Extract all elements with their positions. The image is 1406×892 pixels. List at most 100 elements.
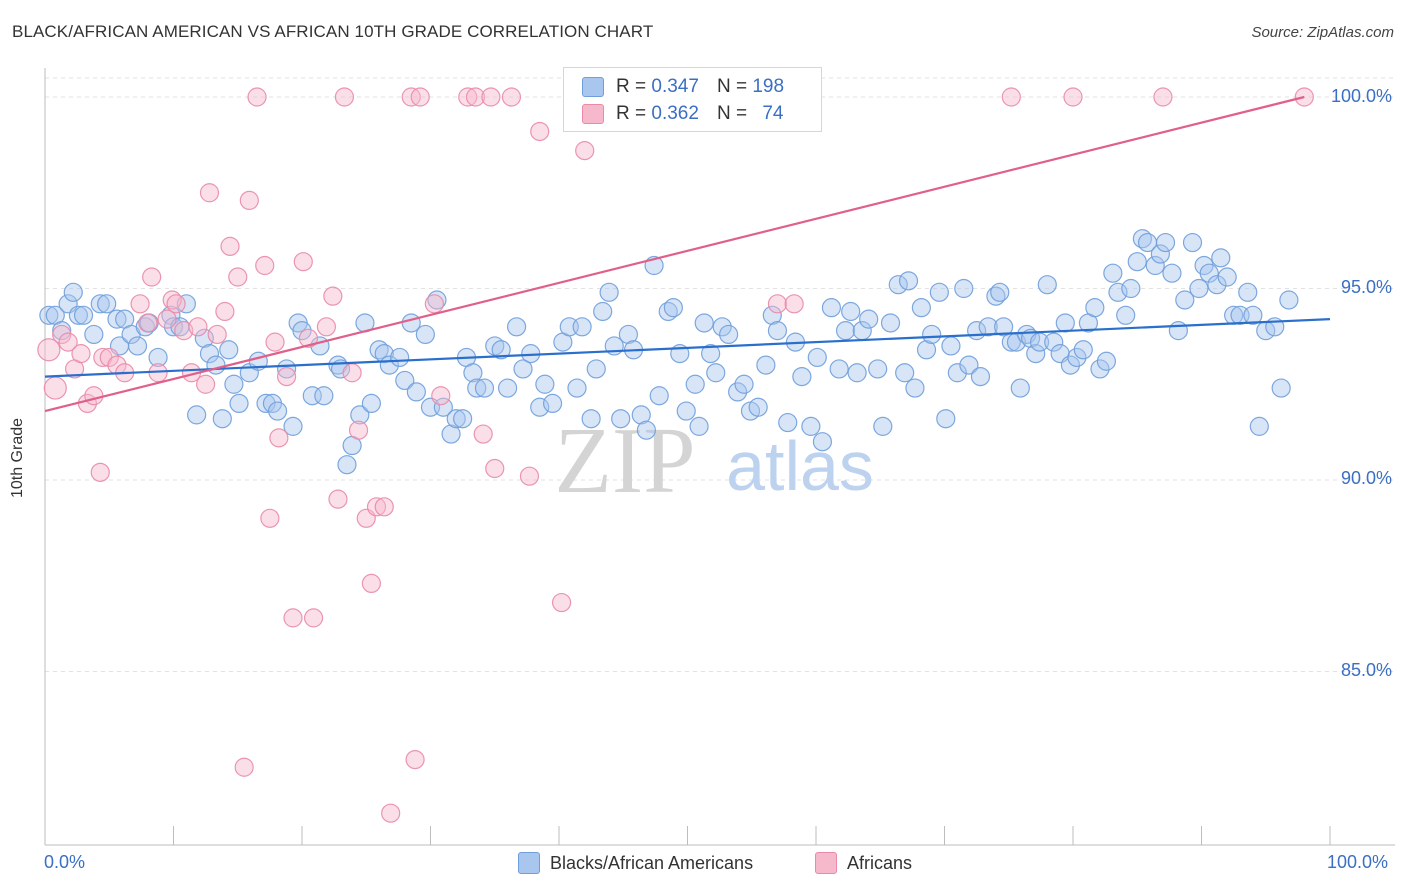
- data-point: [303, 608, 324, 628]
- legend-n-value: 198: [752, 76, 785, 97]
- data-point: [395, 370, 415, 391]
- data-point: [970, 366, 991, 387]
- data-point: [220, 236, 240, 256]
- data-point: [762, 305, 782, 325]
- data-point: [239, 190, 259, 211]
- data-point: [316, 317, 337, 337]
- data-point: [551, 592, 572, 613]
- data-point: [187, 405, 207, 425]
- data-point: [916, 340, 937, 360]
- data-point: [1162, 263, 1182, 283]
- data-point: [1127, 252, 1147, 272]
- data-point: [431, 386, 451, 406]
- data-point: [52, 324, 72, 345]
- series-blacks-points: [39, 229, 1299, 475]
- data-point: [283, 608, 303, 628]
- data-point: [337, 455, 357, 475]
- data-point: [947, 363, 967, 383]
- x-tick-label-min: 0.0%: [44, 852, 86, 872]
- data-point: [859, 309, 879, 329]
- data-point: [453, 409, 473, 429]
- source-label: Source: ZipAtlas.com: [1251, 24, 1394, 41]
- data-point: [1153, 87, 1173, 107]
- data-point: [84, 386, 104, 406]
- data-point: [58, 332, 78, 352]
- data-point: [255, 255, 275, 276]
- data-point: [941, 336, 961, 356]
- data-point: [599, 282, 619, 302]
- data-point: [73, 305, 94, 325]
- data-point: [323, 286, 343, 306]
- data-point: [1010, 378, 1030, 398]
- data-point: [911, 298, 931, 318]
- legend-n-label: N =: [716, 103, 748, 124]
- data-point: [174, 321, 194, 341]
- data-point: [1026, 344, 1046, 364]
- data-point: [474, 378, 495, 398]
- data-point: [530, 397, 550, 417]
- data-point: [535, 374, 555, 394]
- data-point: [978, 317, 998, 337]
- data-point: [406, 382, 426, 402]
- data-point: [84, 324, 104, 345]
- data-point: [260, 508, 280, 528]
- data-point: [212, 409, 232, 429]
- data-point: [1055, 313, 1075, 333]
- data-point: [593, 301, 613, 322]
- legend-item-africans: Africans: [815, 852, 912, 874]
- data-point: [292, 321, 312, 341]
- data-point: [298, 328, 319, 348]
- data-point: [1207, 275, 1227, 295]
- data-point: [458, 87, 478, 107]
- legend-r-label: R =: [616, 103, 647, 124]
- watermark: ZIP atlas: [555, 409, 874, 513]
- data-point: [734, 374, 754, 394]
- data-point: [575, 141, 595, 161]
- data-point: [821, 298, 842, 318]
- data-point: [39, 305, 59, 325]
- data-point: [265, 332, 285, 352]
- legend-label-africans: Africans: [847, 852, 913, 873]
- data-point: [685, 374, 705, 394]
- data-point: [1168, 321, 1188, 341]
- data-point: [276, 359, 297, 379]
- data-point: [228, 267, 248, 287]
- data-point: [986, 286, 1006, 306]
- data-point: [424, 294, 444, 314]
- data-point: [1249, 416, 1269, 436]
- data-point: [142, 267, 162, 287]
- legend-row-blacks: R = 0.347 N = 198: [582, 75, 784, 99]
- data-point: [936, 409, 956, 429]
- data-point: [676, 401, 696, 421]
- data-point: [348, 420, 369, 440]
- data-point: [506, 317, 527, 337]
- legend-r-value: 0.347: [651, 76, 699, 97]
- data-point: [767, 321, 788, 341]
- data-point: [1060, 355, 1081, 375]
- data-point: [361, 573, 381, 594]
- data-point: [801, 416, 821, 436]
- data-point: [701, 344, 721, 364]
- data-point: [107, 309, 127, 329]
- data-point: [148, 347, 168, 368]
- data-point: [234, 757, 254, 777]
- data-point: [71, 344, 91, 364]
- data-point: [369, 340, 389, 360]
- data-point: [415, 324, 435, 345]
- data-point: [1279, 290, 1299, 310]
- regression-lines: [44, 95, 1331, 413]
- data-point: [381, 803, 401, 823]
- data-point: [847, 363, 867, 383]
- data-point: [888, 275, 908, 295]
- data-point: [374, 344, 394, 364]
- data-point: [283, 416, 303, 436]
- data-point: [314, 386, 334, 406]
- series-africans-points: [37, 87, 1314, 823]
- legend-swatch-blue: [518, 852, 540, 874]
- data-point: [1044, 332, 1064, 352]
- data-point: [873, 416, 893, 436]
- data-point: [247, 87, 267, 107]
- data-point: [219, 340, 239, 360]
- data-point: [334, 87, 355, 107]
- data-point: [1175, 290, 1195, 310]
